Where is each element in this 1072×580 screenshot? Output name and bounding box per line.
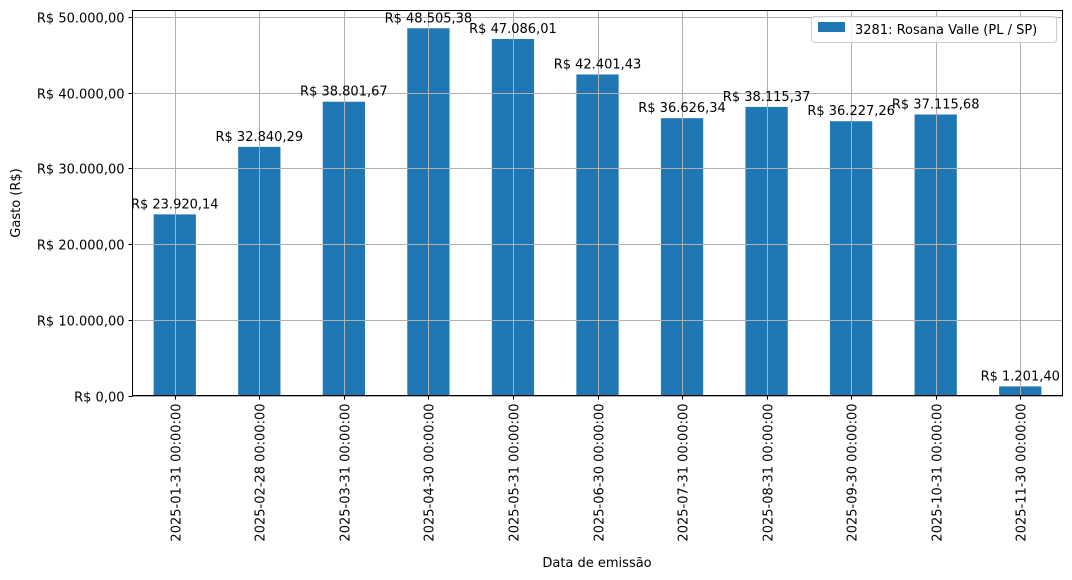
bar bbox=[576, 74, 619, 396]
x-tick-label: 2025-02-28 00:00:00 bbox=[254, 404, 269, 542]
bar-series bbox=[153, 28, 1042, 396]
x-tick-label: 2025-09-30 00:00:00 bbox=[846, 404, 861, 542]
x-tick-label: 2025-10-31 00:00:00 bbox=[931, 404, 946, 542]
legend: 3281: Rosana Valle (PL / SP) bbox=[811, 16, 1057, 43]
y-tick-label: R$ 10.000,00 bbox=[37, 315, 125, 330]
bar-value-label: R$ 38.801,67 bbox=[300, 85, 388, 100]
x-tick-label: 2025-04-30 00:00:00 bbox=[423, 404, 438, 542]
bar-value-label: R$ 32.840,29 bbox=[216, 130, 304, 145]
x-tick-label: 2025-07-31 00:00:00 bbox=[677, 404, 692, 542]
x-tick-label: 2025-03-31 00:00:00 bbox=[339, 404, 354, 542]
bar-value-label: R$ 38.115,37 bbox=[723, 90, 811, 105]
bar-value-label: R$ 48.505,38 bbox=[385, 11, 473, 26]
y-tick-label: R$ 0,00 bbox=[74, 391, 124, 406]
bar bbox=[491, 38, 535, 396]
x-axis-label: Data de emissão bbox=[542, 556, 651, 571]
y-tick-label: R$ 40.000,00 bbox=[37, 88, 125, 103]
x-tick-label: 2025-05-31 00:00:00 bbox=[508, 404, 523, 542]
bar-value-label: R$ 42.401,43 bbox=[554, 57, 642, 72]
y-axis: R$ 0,00 R$ 10.000,00 R$ 20.000,00 R$ 30.000… bbox=[37, 12, 133, 406]
bar-value-label: R$ 23.920,14 bbox=[131, 197, 219, 212]
legend-box bbox=[811, 16, 1057, 43]
x-tick-label: 2025-06-30 00:00:00 bbox=[593, 404, 608, 542]
y-tick-label: R$ 20.000,00 bbox=[37, 239, 125, 254]
legend-swatch bbox=[818, 22, 845, 32]
x-tick-label: 2025-08-31 00:00:00 bbox=[762, 404, 777, 542]
x-tick-label: 2025-11-30 00:00:00 bbox=[1015, 404, 1030, 542]
legend-label: 3281: Rosana Valle (PL / SP) bbox=[855, 23, 1037, 38]
bar bbox=[322, 101, 365, 396]
bar bbox=[914, 114, 957, 396]
bar-value-labels: R$ 23.920,14 R$ 32.840,29 R$ 38.801,67 R$ 4… bbox=[131, 11, 1060, 384]
x-tick-label: 2025-01-31 00:00:00 bbox=[170, 404, 185, 542]
grid-lines-overlay bbox=[132, 10, 1063, 397]
bar-value-label: R$ 47.086,01 bbox=[469, 22, 557, 37]
bar-value-label: R$ 36.227,26 bbox=[807, 104, 895, 119]
y-axis-label: Gasto (R$) bbox=[9, 168, 24, 237]
bar-value-label: R$ 36.626,34 bbox=[638, 101, 726, 116]
bar bbox=[745, 106, 788, 396]
y-tick-label: R$ 50.000,00 bbox=[37, 12, 125, 27]
y-tick-label: R$ 30.000,00 bbox=[37, 163, 125, 178]
bar bbox=[153, 214, 196, 396]
bar-value-label: R$ 37.115,68 bbox=[892, 97, 980, 112]
x-axis: 2025-01-31 00:00:00 2025-02-28 00:00:00 20… bbox=[170, 395, 1030, 542]
plot-frame bbox=[132, 10, 1063, 396]
bar-value-label: R$ 1.201,40 bbox=[981, 369, 1060, 384]
